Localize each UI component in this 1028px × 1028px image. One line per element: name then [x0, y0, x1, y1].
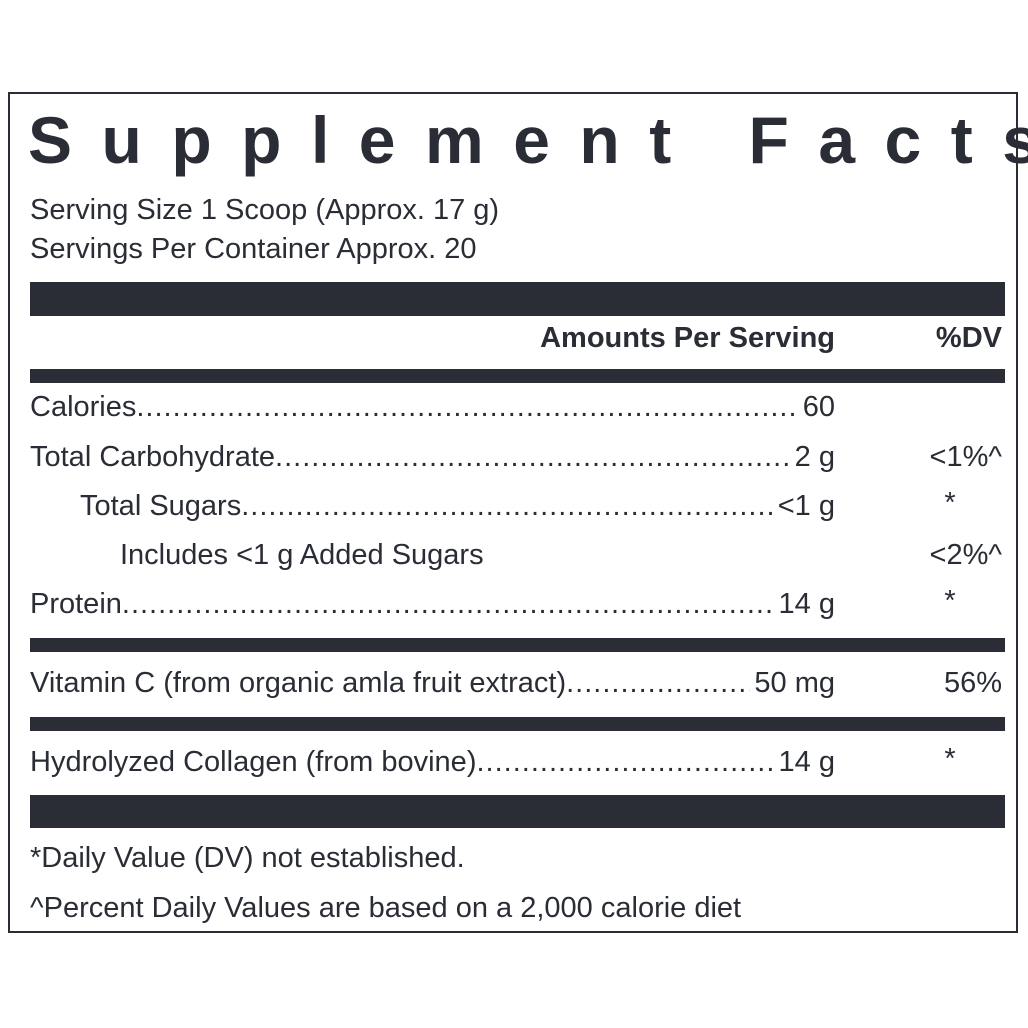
dot-leader [241, 488, 774, 524]
nutrient-label: Calories [30, 391, 137, 423]
footnote-dv-not-established: *Daily Value (DV) not established. [30, 842, 465, 874]
divider-medium [30, 369, 1005, 383]
nutrient-amount: 14 g [778, 588, 835, 620]
nutrient-row-protein: Protein 14 g [30, 586, 835, 622]
nutrient-amount: 2 g [794, 441, 835, 473]
nutrient-row-total-carbohydrate: Total Carbohydrate 2 g [30, 439, 835, 475]
nutrient-amount: 50 mg [754, 667, 835, 699]
nutrient-row-vitamin-c: Vitamin C (from organic amla fruit extra… [30, 665, 835, 701]
dot-leader [136, 389, 798, 425]
nutrient-row-added-sugars: Includes <1 g Added Sugars [120, 539, 484, 571]
nutrient-label: Hydrolyzed Collagen (from bovine) [30, 746, 477, 778]
divider-thick [30, 795, 1005, 828]
nutrient-row-calories: Calories 60 [30, 389, 835, 425]
serving-size: Serving Size 1 Scoop (Approx. 17 g) [30, 194, 500, 226]
nutrient-label: Total Carbohydrate [30, 441, 276, 473]
nutrient-row-total-sugars: Total Sugars <1 g [80, 488, 835, 524]
servings-per-container: Servings Per Container Approx. 20 [30, 233, 477, 265]
nutrient-dv: * [944, 585, 956, 617]
nutrient-dv: * [944, 487, 956, 519]
divider-medium [30, 638, 1005, 652]
nutrient-amount: <1 g [777, 490, 835, 522]
dot-leader [476, 744, 774, 780]
dot-leader [566, 665, 750, 701]
supplement-facts-panel [8, 92, 1018, 933]
nutrient-label: Protein [30, 588, 122, 620]
nutrient-dv: <1%^ [929, 441, 1002, 473]
nutrient-dv: * [944, 743, 956, 775]
dv-header: %DV [935, 322, 1002, 354]
nutrient-label: Vitamin C (from organic amla fruit extra… [30, 667, 567, 699]
nutrient-amount: 14 g [778, 746, 835, 778]
nutrient-label: Total Sugars [80, 490, 242, 522]
nutrient-amount: 60 [802, 391, 835, 423]
nutrient-row-hydrolyzed-collagen: Hydrolyzed Collagen (from bovine) 14 g [30, 744, 835, 780]
divider-thick [30, 282, 1005, 316]
amounts-per-serving-header: Amounts Per Serving [540, 322, 835, 354]
divider-medium [30, 717, 1005, 731]
nutrient-dv: <2%^ [929, 539, 1002, 571]
nutrient-dv: 56% [943, 667, 1002, 699]
dot-leader [122, 586, 775, 622]
footnote-percent-daily-values: ^Percent Daily Values are based on a 2,0… [30, 892, 742, 924]
dot-leader [275, 439, 791, 475]
panel-title: Supplement Facts [28, 103, 1028, 177]
